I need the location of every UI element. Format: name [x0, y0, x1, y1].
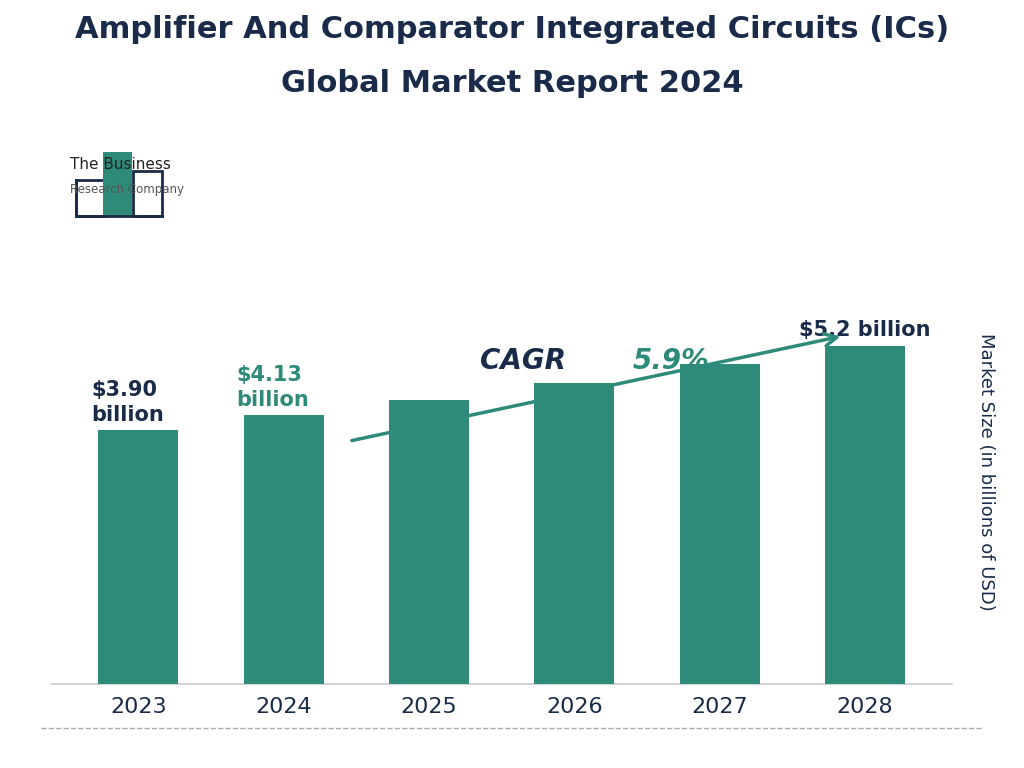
Bar: [76, 180, 105, 216]
Bar: [133, 171, 162, 216]
Bar: [244, 415, 324, 684]
Text: $3.90
billion: $3.90 billion: [91, 380, 164, 425]
Text: Research Company: Research Company: [70, 183, 183, 196]
Text: CAGR: CAGR: [480, 347, 575, 376]
Text: $4.13
billion: $4.13 billion: [237, 365, 309, 410]
Text: Amplifier And Comparator Integrated Circuits (ICs): Amplifier And Comparator Integrated Circ…: [75, 15, 949, 45]
Text: Global Market Report 2024: Global Market Report 2024: [281, 69, 743, 98]
Text: $5.2 billion: $5.2 billion: [800, 320, 931, 340]
Text: The Business: The Business: [70, 157, 171, 173]
Bar: [98, 430, 178, 684]
Bar: [102, 152, 131, 216]
Text: 5.9%: 5.9%: [633, 347, 710, 376]
Bar: [680, 365, 760, 684]
Bar: [825, 346, 905, 684]
Bar: [389, 399, 469, 684]
Bar: [535, 382, 614, 684]
Y-axis label: Market Size (in billions of USD): Market Size (in billions of USD): [977, 333, 995, 611]
